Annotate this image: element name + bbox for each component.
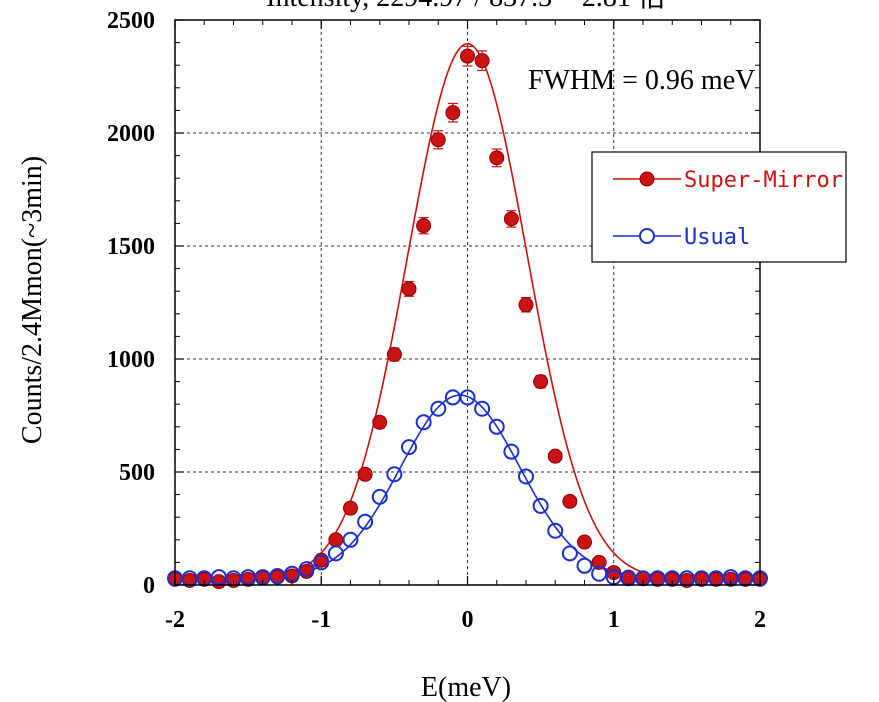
data-points: [167, 45, 768, 590]
data-point-super-mirror: [518, 297, 534, 313]
x-axis-label: E(meV): [421, 672, 511, 702]
y-tick-label: 2000: [107, 121, 155, 147]
data-point-usual: [532, 497, 549, 514]
data-point-usual: [386, 466, 403, 483]
data-point-super-mirror: [562, 493, 578, 509]
data-point-usual: [518, 468, 534, 485]
data-point-usual: [459, 389, 476, 406]
data-point-usual: [547, 522, 564, 539]
fwhm-annotation: FWHM = 0.96 meV: [528, 65, 755, 96]
data-point-usual: [313, 554, 330, 571]
data-point-usual: [561, 545, 578, 562]
data-point-usual: [591, 565, 608, 582]
data-point-super-mirror: [416, 218, 432, 234]
x-tick-label: -2: [165, 607, 185, 633]
data-point-super-mirror: [343, 500, 358, 516]
data-point-usual: [357, 513, 374, 530]
data-point-usual: [576, 557, 593, 574]
data-point-usual: [444, 389, 461, 406]
data-point-super-mirror: [577, 534, 592, 550]
grid: [175, 20, 760, 585]
legend-marker-super-mirror: [639, 171, 655, 187]
data-point-super-mirror: [474, 53, 490, 69]
data-point-usual: [371, 488, 388, 505]
data-point-super-mirror: [372, 414, 388, 430]
data-point-super-mirror: [591, 554, 607, 570]
chart-title: Intensity, 2294.97 / 837.3 = 2.81 倍: [266, 0, 666, 13]
data-point-usual: [474, 400, 491, 417]
y-tick-label: 500: [119, 460, 155, 486]
x-tick-label: 2: [754, 607, 766, 633]
axis-ticks: -2 -1 0 1 2 0 500 1000 1500 2000 2500: [107, 8, 766, 633]
legend-marker-usual: [639, 228, 655, 244]
x-tick-label: 1: [608, 607, 620, 633]
x-tick-label: -1: [311, 607, 331, 633]
data-point-super-mirror: [401, 281, 417, 297]
y-tick-label: 0: [143, 573, 155, 599]
data-point-super-mirror: [547, 448, 563, 464]
data-point-super-mirror: [328, 532, 344, 548]
data-point-super-mirror: [460, 48, 475, 64]
y-tick-label: 1000: [107, 347, 155, 373]
data-point-super-mirror: [445, 105, 461, 121]
data-point-usual: [401, 439, 417, 456]
legend-label-usual: Usual: [684, 225, 750, 250]
data-point-usual: [415, 414, 432, 431]
data-point-super-mirror: [430, 132, 446, 148]
data-point-super-mirror: [533, 374, 549, 390]
data-point-usual: [430, 400, 447, 417]
data-point-super-mirror: [357, 466, 373, 482]
data-point-usual: [298, 561, 315, 578]
data-point-usual: [327, 545, 344, 562]
data-point-usual: [342, 531, 359, 548]
legend: Super-Mirror Usual: [591, 151, 847, 263]
data-point-super-mirror: [503, 211, 519, 227]
data-point-usual: [503, 443, 520, 460]
x-tick-label: 0: [462, 607, 474, 633]
y-tick-label: 1500: [107, 234, 155, 260]
y-axis-label: Counts/2.4Mmon(~3min): [17, 156, 48, 444]
legend-label-super-mirror: Super-Mirror: [684, 168, 843, 193]
data-point-super-mirror: [386, 346, 402, 362]
y-tick-label: 2500: [107, 8, 155, 34]
legend-box: [591, 151, 847, 263]
data-point-super-mirror: [489, 150, 505, 166]
data-point-usual: [488, 418, 505, 435]
